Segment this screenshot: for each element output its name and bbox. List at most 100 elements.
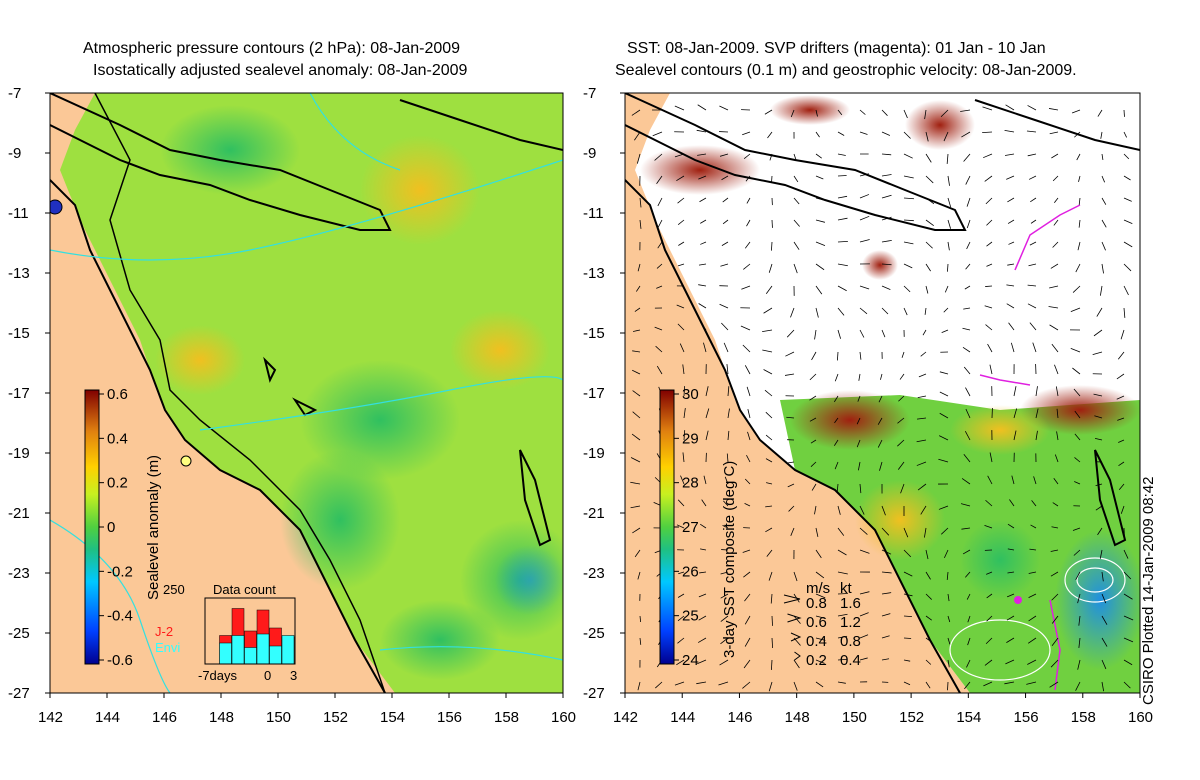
right-coastline-australia: [625, 179, 961, 693]
lon-tick-label: 148: [209, 709, 234, 726]
left-map: [50, 93, 563, 693]
colorbar-tick-label: 27: [682, 519, 699, 536]
colorbar-tick-label: 26: [682, 563, 699, 580]
left-colorbar-label: Sealevel anomaly (m): [145, 455, 162, 600]
colorbar-tick-label: 0: [107, 519, 115, 536]
right-colorbar-label: 3-day SST composite (deg C): [721, 461, 738, 658]
lat-tick-label: -11: [583, 205, 604, 222]
colorbar-tick-label: 24: [682, 652, 699, 669]
lat-tick-label: -11: [8, 205, 29, 222]
velocity-legend-ms-header: m/s: [806, 580, 830, 597]
sst-warm-region: [780, 395, 1140, 693]
lat-tick-label: -19: [583, 445, 605, 462]
lon-tick-label: 160: [1128, 709, 1153, 726]
colorbar-tick-label: 0.4: [107, 430, 128, 447]
drifter-track: [1014, 204, 1081, 271]
lat-tick-label: -15: [8, 325, 30, 342]
data-count-inset: Data count 250 J-2 Envi -7days 0 3: [155, 582, 297, 683]
inset-legend-envi: Envi: [155, 640, 180, 655]
colorbar-tick-label: 0.6: [107, 386, 128, 403]
left-title-line2: Isostatically adjusted sealevel anomaly:…: [93, 62, 468, 79]
colorbar-tick-label: 25: [682, 608, 699, 625]
lon-tick-label: 150: [266, 709, 291, 726]
lon-tick-label: 158: [1071, 709, 1096, 726]
lat-tick-label: -13: [583, 265, 605, 282]
inset-bar-envi: [219, 642, 232, 665]
inset-xlabel-start: -7days: [198, 668, 238, 683]
inset-bar-envi: [269, 645, 282, 665]
lon-tick-label: 146: [727, 709, 752, 726]
inset-xlabel-end: 3: [290, 668, 297, 683]
velocity-legend-kt: 0.8: [840, 633, 861, 650]
colorbar-tick-label: 28: [682, 475, 699, 492]
lat-tick-label: -19: [8, 445, 30, 462]
velocity-legend-kt: 1.2: [840, 614, 861, 631]
colorbar-tick-label: -0.4: [107, 608, 133, 625]
lat-tick-label: -27: [8, 685, 30, 702]
lon-tick-label: 144: [670, 709, 695, 726]
velocity-legend-arrow: [790, 632, 802, 642]
velocity-legend-kt: 0.4: [840, 652, 861, 669]
lon-tick-label: 160: [551, 709, 576, 726]
credit-text: CSIRO Plotted 14-Jan-2009 08:42: [1140, 476, 1157, 705]
lon-tick-label: 152: [899, 709, 924, 726]
lat-tick-label: -9: [8, 145, 21, 162]
velocity-legend-arrow: [794, 651, 801, 661]
inset-bar-envi: [256, 633, 270, 665]
lon-tick-label: 150: [842, 709, 867, 726]
lon-tick-label: 154: [380, 709, 405, 726]
velocity-legend-ms: 0.6: [806, 614, 827, 631]
lat-tick-label: -7: [8, 85, 21, 102]
lat-tick-label: -17: [583, 385, 605, 402]
inset-bar-envi: [281, 635, 295, 665]
lon-tick-label: 156: [1014, 709, 1039, 726]
inset-ymax-label: 250: [163, 582, 185, 597]
left-coastline-png: [50, 93, 392, 231]
lon-tick-label: 142: [613, 709, 638, 726]
lon-tick-label: 142: [38, 709, 63, 726]
lon-tick-label: 148: [785, 709, 810, 726]
inset-bar-envi: [244, 647, 257, 665]
velocity-legend: m/s kt 0.8 1.6 0.6 1.2 0.4 0.8 0.2 0.4: [783, 580, 861, 669]
right-colorbar: [659, 389, 675, 665]
lat-tick-label: -25: [8, 625, 30, 642]
left-shelf-contour: [94, 93, 386, 693]
lon-tick-label: 146: [152, 709, 177, 726]
right-coastline-png: [625, 93, 967, 231]
lat-tick-label: -15: [583, 325, 605, 342]
colorbar-tick-label: 0.2: [107, 475, 128, 492]
right-title-line2: Sealevel contours (0.1 m) and geostrophi…: [615, 62, 1077, 79]
velocity-legend-ms: 0.8: [806, 595, 827, 612]
inset-title: Data count: [213, 582, 276, 597]
lon-tick-label: 158: [494, 709, 519, 726]
right-map: [625, 93, 1140, 693]
lon-tick-label: 152: [323, 709, 348, 726]
colorbar-tick-label: -0.6: [107, 652, 133, 669]
lat-tick-label: -17: [8, 385, 30, 402]
left-title-line1: Atmospheric pressure contours (2 hPa): 0…: [83, 40, 461, 57]
velocity-arrow-field: [630, 104, 1134, 692]
inset-legend-j2: J-2: [155, 624, 173, 639]
lat-tick-label: -9: [583, 145, 596, 162]
right-title-line1: SST: 08-Jan-2009. SVP drifters (magenta)…: [627, 40, 1046, 57]
velocity-legend-kt-header: kt: [840, 580, 853, 597]
lat-tick-label: -21: [8, 505, 30, 522]
right-colorbar-group: 30 29 28 27 26 25 24 3-day SST composite (deg …: [659, 386, 738, 669]
colorbar-tick-label: 29: [682, 430, 699, 447]
velocity-legend-ms: 0.4: [806, 633, 827, 650]
inset-bar-envi: [231, 635, 245, 665]
lat-tick-label: -25: [583, 625, 605, 642]
lat-tick-label: -21: [583, 505, 605, 522]
lon-tick-label: 144: [95, 709, 120, 726]
lat-tick-label: -23: [583, 565, 605, 582]
colorbar-tick-label: 30: [682, 386, 699, 403]
lat-tick-label: -7: [583, 85, 596, 102]
velocity-legend-ms: 0.2: [806, 652, 827, 669]
colorbar-tick-label: -0.2: [107, 563, 133, 580]
lat-tick-label: -23: [8, 565, 30, 582]
lon-tick-label: 154: [956, 709, 981, 726]
left-map-marker: [50, 199, 63, 215]
velocity-legend-arrow: [783, 594, 801, 604]
inset-xlabel-zero: 0: [264, 668, 271, 683]
